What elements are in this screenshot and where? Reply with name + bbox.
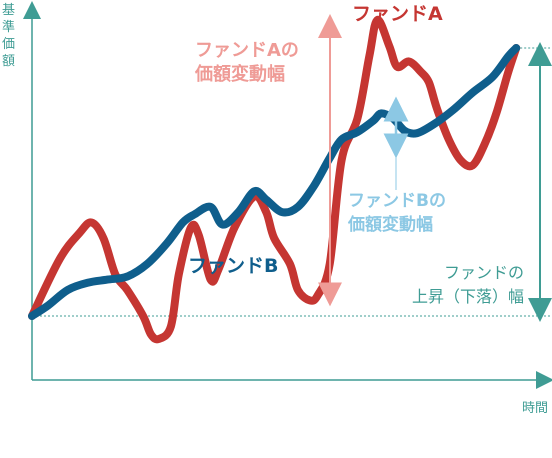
fund-b-range-label-line2: 価額変動幅 bbox=[347, 214, 433, 235]
fund-a-label: ファンドA bbox=[352, 3, 443, 25]
fund-rise-label-line2: 上昇（下落）幅 bbox=[412, 287, 524, 306]
fund-a-range-label-line2: 価額変動幅 bbox=[194, 63, 285, 85]
y-axis-label-char: 準 bbox=[2, 19, 15, 35]
y-axis-label: 基準価額 bbox=[2, 3, 15, 69]
x-axis-label: 時間 bbox=[522, 401, 548, 416]
fund-a-line bbox=[28, 15, 521, 344]
fund-a-range-label-line1: ファンドAの bbox=[195, 40, 299, 61]
fund-rise-label-line1: ファンドの bbox=[444, 263, 524, 282]
fund-b-line bbox=[28, 44, 521, 320]
y-axis-label-char: 価 bbox=[2, 37, 15, 52]
y-axis-label-char: 基 bbox=[2, 3, 15, 18]
fund-b-range-label-line1: ファンドBの bbox=[348, 191, 446, 211]
fund-b-label: ファンドB bbox=[188, 255, 278, 277]
y-axis-label-char: 額 bbox=[2, 54, 15, 69]
